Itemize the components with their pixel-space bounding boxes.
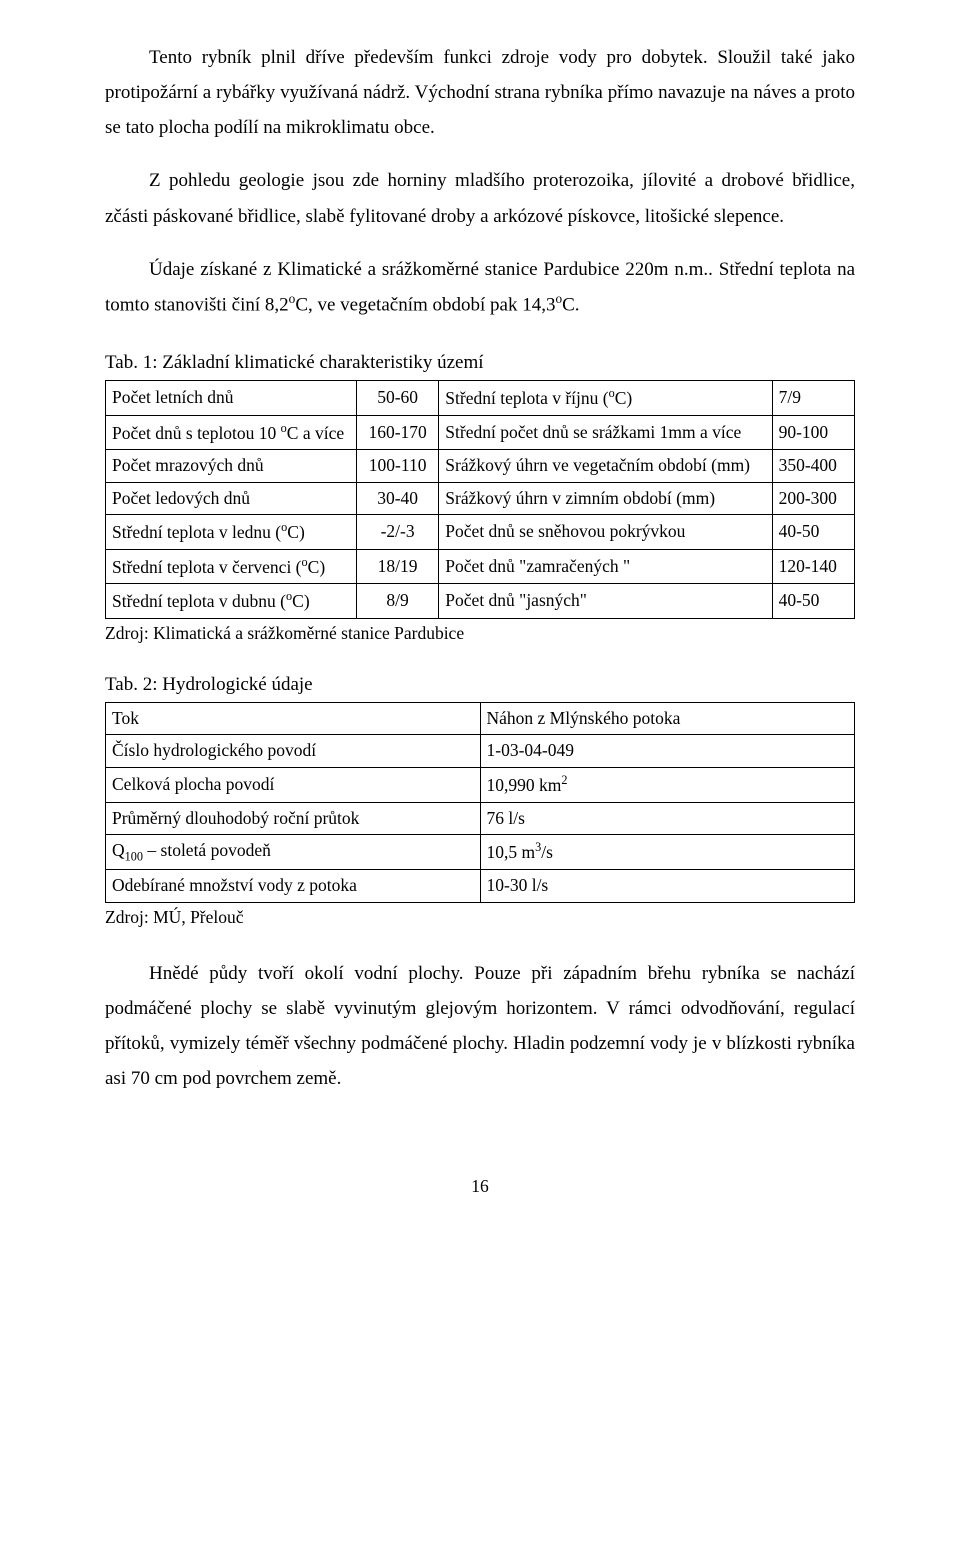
cell-value: 10,990 km2 [480,768,855,802]
table-row: Průměrný dlouhodobý roční průtok 76 l/s [106,802,855,835]
table1-caption: Tab. 1: Základní klimatické charakterist… [105,352,855,374]
cell-label: Celková plocha povodí [106,768,481,802]
cell-value: 30-40 [356,482,438,515]
cell-label: Q100 – stoletá povodeň [106,835,481,870]
cell-value: 40-50 [772,584,854,618]
cell-label: Počet dnů "zamračených " [439,549,772,583]
paragraph-2: Z pohledu geologie jsou zde horniny mlad… [105,163,855,233]
cell-value: 200-300 [772,482,854,515]
p3-part-c: C. [562,294,579,315]
table-row: Q100 – stoletá povodeň 10,5 m3/s [106,835,855,870]
table2-caption: Tab. 2: Hydrologické údaje [105,674,855,696]
cell-label: Počet ledových dnů [106,482,357,515]
table-row: Střední teplota v červenci (oC) 18/19 Po… [106,549,855,583]
cell-value: 1-03-04-049 [480,735,855,768]
cell-label: Odebírané množství vody z potoka [106,870,481,903]
cell-value: 120-140 [772,549,854,583]
cell-value: -2/-3 [356,515,438,549]
table-climate: Počet letních dnů 50-60 Střední teplota … [105,380,855,619]
table-hydrology: Tok Náhon z Mlýnského potoka Číslo hydro… [105,702,855,903]
cell-value: 8/9 [356,584,438,618]
table2-source: Zdroj: MÚ, Přelouč [105,907,855,928]
paragraph-3: Údaje získané z Klimatické a srážkoměrné… [105,252,855,323]
document-page: Tento rybník plnil dříve především funkc… [0,0,960,1257]
paragraph-1: Tento rybník plnil dříve především funkc… [105,40,855,145]
table-row: Tok Náhon z Mlýnského potoka [106,702,855,735]
cell-label: Počet dnů "jasných" [439,584,772,618]
cell-label: Střední počet dnů se srážkami 1mm a více [439,415,772,449]
cell-label: Srážkový úhrn ve vegetačním období (mm) [439,450,772,483]
page-number: 16 [105,1176,855,1197]
cell-label: Počet mrazových dnů [106,450,357,483]
cell-value: 7/9 [772,381,854,415]
table-row: Počet letních dnů 50-60 Střední teplota … [106,381,855,415]
cell-label: Počet dnů s teplotou 10 oC a více [106,415,357,449]
cell-label: Počet dnů se sněhovou pokrývkou [439,515,772,549]
cell-label: Střední teplota v červenci (oC) [106,549,357,583]
table-row: Počet mrazových dnů 100-110 Srážkový úhr… [106,450,855,483]
table-row: Odebírané množství vody z potoka 10-30 l… [106,870,855,903]
cell-value: 90-100 [772,415,854,449]
cell-value: Náhon z Mlýnského potoka [480,702,855,735]
table-row: Střední teplota v dubnu (oC) 8/9 Počet d… [106,584,855,618]
p3-part-b: C, ve vegetačním období pak 14,3 [295,294,555,315]
table-row: Počet ledových dnů 30-40 Srážkový úhrn v… [106,482,855,515]
table1-source: Zdroj: Klimatická a srážkoměrné stanice … [105,623,855,644]
cell-value: 100-110 [356,450,438,483]
cell-label: Střední teplota v dubnu (oC) [106,584,357,618]
cell-label: Počet letních dnů [106,381,357,415]
cell-value: 350-400 [772,450,854,483]
cell-value: 10,5 m3/s [480,835,855,870]
cell-label: Střední teplota v lednu (oC) [106,515,357,549]
cell-label: Číslo hydrologického povodí [106,735,481,768]
cell-label: Srážkový úhrn v zimním období (mm) [439,482,772,515]
table-row: Číslo hydrologického povodí 1-03-04-049 [106,735,855,768]
cell-value: 40-50 [772,515,854,549]
cell-value: 76 l/s [480,802,855,835]
table-row: Počet dnů s teplotou 10 oC a více 160-17… [106,415,855,449]
cell-label: Střední teplota v říjnu (oC) [439,381,772,415]
table-row: Střední teplota v lednu (oC) -2/-3 Počet… [106,515,855,549]
cell-label: Průměrný dlouhodobý roční průtok [106,802,481,835]
cell-label: Tok [106,702,481,735]
cell-value: 10-30 l/s [480,870,855,903]
cell-value: 18/19 [356,549,438,583]
cell-value: 160-170 [356,415,438,449]
table-row: Celková plocha povodí 10,990 km2 [106,768,855,802]
cell-value: 50-60 [356,381,438,415]
paragraph-4: Hnědé půdy tvoří okolí vodní plochy. Pou… [105,956,855,1097]
